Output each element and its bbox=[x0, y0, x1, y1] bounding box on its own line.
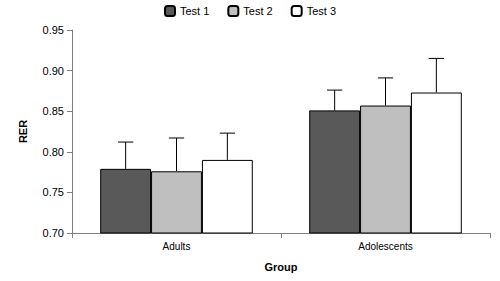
svg-text:0.95: 0.95 bbox=[43, 24, 64, 36]
svg-text:Group: Group bbox=[265, 261, 298, 273]
svg-text:0.85: 0.85 bbox=[43, 105, 64, 117]
svg-text:0.75: 0.75 bbox=[43, 186, 64, 198]
svg-text:0.90: 0.90 bbox=[43, 65, 64, 77]
svg-text:Test 2: Test 2 bbox=[243, 5, 272, 17]
svg-text:RER: RER bbox=[17, 120, 29, 143]
svg-text:Test 3: Test 3 bbox=[307, 5, 336, 17]
svg-text:0.80: 0.80 bbox=[43, 146, 64, 158]
svg-text:Adults: Adults bbox=[163, 241, 191, 252]
svg-text:0.70: 0.70 bbox=[43, 227, 64, 239]
svg-text:Adolescents: Adolescents bbox=[358, 241, 412, 252]
svg-text:Test 1: Test 1 bbox=[180, 5, 209, 17]
